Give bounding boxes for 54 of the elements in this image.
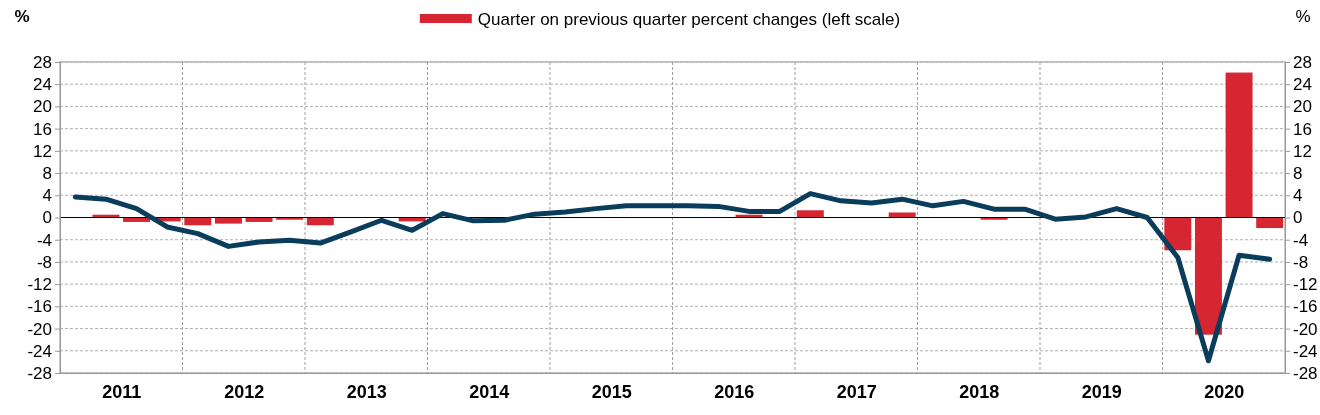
x-tick-label: 2018	[959, 381, 1000, 402]
bar	[1225, 72, 1253, 218]
y2-tick-label: 16	[1293, 119, 1312, 139]
x-tick-label: 2020	[1204, 381, 1245, 402]
bar	[1164, 217, 1192, 251]
y-tick-label: -16	[27, 297, 52, 317]
y2-tick-label: -20	[1293, 319, 1318, 339]
x-tick-label: 2017	[836, 381, 877, 402]
bar	[245, 217, 273, 222]
y-tick-label: 24	[33, 75, 52, 95]
x-tick-label: 2011	[102, 381, 142, 402]
x-tick-label: 2016	[714, 381, 755, 402]
y-tick-label: 4	[42, 186, 52, 206]
bar	[214, 217, 242, 224]
x-tick-label: 2012	[224, 381, 265, 402]
y2-tick-label: -12	[1293, 275, 1318, 295]
y2-tick-label: 4	[1293, 186, 1303, 206]
y2-tick-label: 28	[1293, 52, 1312, 72]
bar	[184, 217, 212, 226]
y2-tick-label: -28	[1293, 363, 1318, 383]
bar	[306, 217, 334, 226]
x-tick-label: 2015	[591, 381, 632, 402]
x-tick-label: 2013	[346, 381, 387, 402]
bar	[1256, 217, 1284, 229]
y-tick-label: -12	[27, 275, 52, 295]
y-tick-label: -4	[36, 230, 52, 250]
legend-label: Quarter on previous quarter percent changes (left scale)	[477, 10, 901, 29]
y-tick-label: 28	[33, 52, 52, 72]
y-tick-label: -20	[27, 319, 52, 339]
y-axis-title: %	[14, 7, 30, 26]
y2-axis-title: %	[1295, 7, 1311, 26]
y-tick-label: 8	[42, 164, 52, 184]
y2-tick-label: 0	[1293, 208, 1303, 228]
y2-tick-label: 8	[1293, 164, 1303, 184]
y-tick-label: 12	[33, 141, 52, 161]
y2-tick-label: -16	[1293, 297, 1318, 317]
x-tick-label: 2014	[469, 381, 510, 402]
y2-tick-label: -4	[1293, 230, 1309, 250]
bar	[1194, 217, 1222, 335]
y2-tick-label: 24	[1293, 75, 1312, 95]
x-tick-label: 2019	[1081, 381, 1122, 402]
y-tick-label: 0	[42, 208, 52, 228]
y-tick-label: -24	[27, 341, 52, 361]
bar	[276, 217, 304, 220]
y2-tick-label: 12	[1293, 141, 1312, 161]
y-tick-label: 16	[33, 119, 52, 139]
y-tick-label: -28	[27, 363, 52, 383]
bar	[796, 210, 824, 218]
y-tick-label: -8	[36, 252, 52, 272]
bar	[980, 217, 1008, 220]
y2-tick-label: -24	[1293, 341, 1318, 361]
y2-tick-label: 20	[1293, 97, 1312, 117]
y-tick-label: 20	[33, 97, 52, 117]
y2-tick-label: -8	[1293, 252, 1309, 272]
